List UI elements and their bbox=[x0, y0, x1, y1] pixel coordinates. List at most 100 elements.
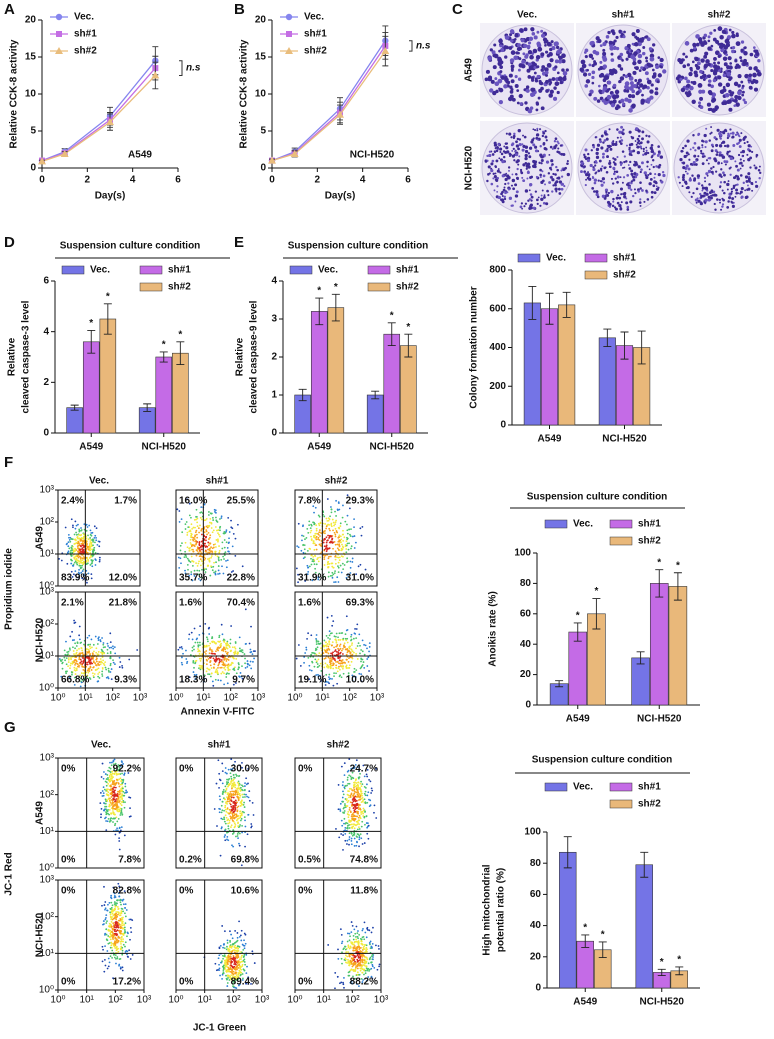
event-dot bbox=[342, 662, 344, 664]
event-dot bbox=[332, 574, 334, 576]
colony bbox=[637, 151, 640, 154]
colony bbox=[648, 135, 650, 137]
event-dot bbox=[239, 813, 241, 815]
colony bbox=[507, 176, 510, 179]
y-axis-label: Relative bbox=[7, 337, 18, 376]
event-dot bbox=[74, 521, 76, 523]
colony bbox=[522, 135, 524, 137]
event-dot bbox=[185, 542, 187, 544]
colony bbox=[704, 65, 708, 69]
event-dot bbox=[338, 571, 340, 573]
event-dot bbox=[214, 660, 216, 662]
event-dot bbox=[351, 657, 353, 659]
colony bbox=[595, 190, 598, 193]
event-dot bbox=[335, 664, 337, 666]
event-dot bbox=[76, 652, 78, 654]
colony bbox=[615, 90, 620, 95]
colony bbox=[636, 91, 640, 95]
event-dot bbox=[333, 685, 335, 687]
event-dot bbox=[337, 547, 339, 549]
colony bbox=[601, 135, 603, 137]
colony bbox=[603, 75, 607, 79]
y-axis-label: Relative CCK-8 activity bbox=[239, 39, 250, 148]
quadrant-percent: 66.8% bbox=[61, 675, 89, 686]
colony bbox=[612, 95, 617, 100]
event-dot bbox=[88, 668, 90, 670]
colony bbox=[544, 194, 546, 196]
colony bbox=[562, 77, 567, 82]
event-dot bbox=[331, 615, 333, 617]
colony bbox=[715, 144, 718, 147]
colony bbox=[588, 178, 591, 181]
event-dot bbox=[89, 658, 91, 660]
event-dot bbox=[239, 845, 241, 847]
event-dot bbox=[196, 555, 198, 557]
event-dot bbox=[227, 668, 229, 670]
colony bbox=[747, 185, 749, 187]
event-dot bbox=[237, 837, 239, 839]
colony bbox=[700, 197, 702, 199]
event-dot bbox=[244, 658, 246, 660]
event-dot bbox=[345, 639, 347, 641]
y-tick-label: 1 bbox=[271, 390, 277, 401]
colony bbox=[684, 155, 687, 158]
colony bbox=[649, 47, 652, 50]
colony bbox=[521, 60, 525, 64]
event-dot bbox=[221, 517, 223, 519]
colony bbox=[746, 180, 749, 183]
event-dot bbox=[346, 529, 348, 531]
event-dot bbox=[91, 646, 93, 648]
event-dot bbox=[198, 563, 200, 565]
colony bbox=[726, 72, 731, 77]
event-dot bbox=[199, 642, 201, 644]
event-dot bbox=[192, 647, 194, 649]
event-dot bbox=[337, 544, 339, 546]
colony bbox=[686, 165, 689, 168]
event-dot bbox=[343, 673, 345, 675]
quadrant-percent: 0% bbox=[61, 764, 76, 775]
colony bbox=[637, 190, 639, 192]
event-dot bbox=[107, 643, 109, 645]
colony bbox=[719, 151, 722, 154]
event-dot bbox=[100, 640, 102, 642]
event-dot bbox=[192, 565, 194, 567]
colony bbox=[486, 155, 488, 157]
event-dot bbox=[83, 558, 85, 560]
colony bbox=[689, 178, 692, 181]
colony bbox=[753, 79, 757, 83]
annotation: n.s bbox=[416, 41, 431, 52]
event-dot bbox=[336, 667, 338, 669]
colony bbox=[725, 53, 728, 56]
colony bbox=[623, 167, 625, 169]
event-dot bbox=[118, 786, 120, 788]
colony bbox=[584, 148, 587, 151]
event-dot bbox=[337, 670, 339, 672]
colony bbox=[615, 177, 617, 179]
event-dot bbox=[355, 653, 357, 655]
y-tick-label: 0 bbox=[271, 428, 277, 439]
event-dot bbox=[324, 545, 326, 547]
event-dot bbox=[114, 824, 116, 826]
colony bbox=[679, 158, 682, 161]
colony bbox=[690, 148, 692, 150]
x-tick-label: 6 bbox=[405, 175, 411, 186]
event-dot bbox=[111, 799, 113, 801]
event-dot bbox=[117, 799, 119, 801]
colony bbox=[581, 60, 586, 65]
colony bbox=[713, 62, 716, 65]
event-dot bbox=[205, 539, 207, 541]
event-dot bbox=[195, 542, 197, 544]
colony bbox=[528, 76, 531, 79]
colony bbox=[549, 48, 552, 51]
event-dot bbox=[311, 538, 313, 540]
colony bbox=[705, 172, 708, 175]
event-dot bbox=[314, 555, 316, 557]
event-dot bbox=[326, 664, 328, 666]
colony bbox=[542, 132, 545, 135]
event-dot bbox=[223, 573, 225, 575]
event-dot bbox=[74, 543, 76, 545]
event-dot bbox=[318, 537, 320, 539]
event-dot bbox=[124, 783, 126, 785]
colony bbox=[549, 167, 552, 170]
colony bbox=[640, 101, 644, 105]
